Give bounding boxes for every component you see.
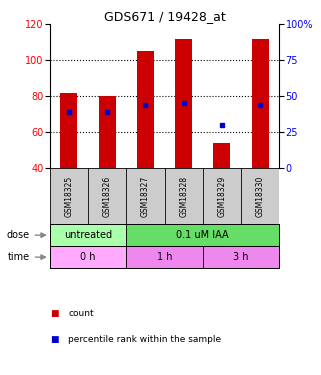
Bar [175, 39, 192, 168]
Text: count: count [68, 309, 94, 318]
Text: GSM18328: GSM18328 [179, 176, 188, 217]
Bar [203, 246, 279, 268]
Text: GSM18326: GSM18326 [103, 176, 112, 217]
Bar [126, 224, 279, 246]
Bar [126, 246, 203, 268]
Text: 0.1 uM IAA: 0.1 uM IAA [177, 230, 229, 240]
Text: GSM18329: GSM18329 [217, 176, 226, 217]
Text: dose: dose [7, 230, 30, 240]
Text: GSM18325: GSM18325 [65, 176, 74, 217]
Bar [60, 93, 77, 168]
Title: GDS671 / 19428_at: GDS671 / 19428_at [104, 10, 225, 23]
Bar [137, 51, 154, 168]
Text: 3 h: 3 h [233, 252, 249, 262]
Text: untreated: untreated [64, 230, 112, 240]
Text: time: time [8, 252, 30, 262]
Text: ■: ■ [50, 309, 58, 318]
Text: 1 h: 1 h [157, 252, 172, 262]
Text: 0 h: 0 h [80, 252, 96, 262]
Text: ■: ■ [50, 335, 58, 344]
Text: percentile rank within the sample: percentile rank within the sample [68, 335, 221, 344]
Text: GSM18327: GSM18327 [141, 176, 150, 217]
Bar [252, 39, 269, 168]
Bar [99, 96, 116, 168]
Bar [50, 246, 126, 268]
Text: GSM18330: GSM18330 [256, 176, 265, 217]
Bar [213, 143, 230, 168]
Bar [50, 224, 126, 246]
